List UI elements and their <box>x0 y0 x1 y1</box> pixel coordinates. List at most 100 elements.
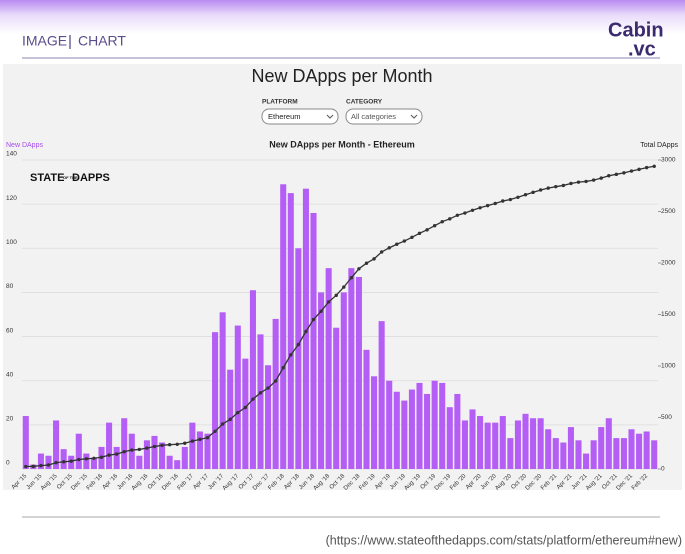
bar <box>598 427 605 469</box>
bar <box>189 422 196 469</box>
y-tick-label: 40 <box>6 371 14 378</box>
line-marker <box>372 257 376 261</box>
bar <box>408 389 415 469</box>
bar <box>181 446 188 469</box>
bar <box>378 321 385 469</box>
line-marker <box>46 463 51 467</box>
line-marker <box>652 164 656 168</box>
line-marker <box>99 455 104 459</box>
line-marker <box>523 193 528 197</box>
bar <box>386 380 393 469</box>
line-marker <box>130 448 134 452</box>
bar <box>363 349 370 469</box>
line-marker <box>296 342 301 347</box>
line-marker <box>160 443 164 448</box>
bar <box>280 184 287 469</box>
line-marker <box>273 379 278 383</box>
line-marker <box>508 197 513 202</box>
bar <box>651 440 658 469</box>
line-marker <box>319 309 323 314</box>
bar <box>545 429 552 469</box>
line-marker <box>175 442 179 446</box>
watermark-text: STATE <box>30 172 64 184</box>
logo-top: Cabin <box>608 19 664 41</box>
line-marker <box>304 329 308 334</box>
bar <box>431 380 438 469</box>
line-marker <box>122 449 126 454</box>
y-tick-label: 100 <box>6 239 17 246</box>
bar <box>416 382 423 469</box>
line-marker <box>501 199 505 203</box>
line-marker <box>152 444 157 449</box>
line-marker <box>137 447 142 452</box>
line-marker <box>364 261 369 265</box>
filter-select[interactable] <box>345 108 423 125</box>
bar <box>522 413 529 469</box>
bar <box>219 312 226 469</box>
y2-tick-label: 1000 <box>661 363 676 370</box>
line-marker <box>205 435 210 440</box>
bar <box>605 418 612 469</box>
bar <box>234 325 241 469</box>
y-tick-label: 0 <box>6 460 10 467</box>
line-marker <box>357 267 361 271</box>
bar <box>143 440 150 469</box>
line-marker <box>561 183 566 188</box>
filter-label: PLATFORM <box>262 99 298 106</box>
line-marker <box>584 179 588 184</box>
bar <box>613 438 620 469</box>
line-marker <box>183 441 187 445</box>
line-marker <box>516 195 520 199</box>
y-tick-label: 120 <box>6 195 17 202</box>
source-url: (https://www.stateofthedapps.com/stats/p… <box>326 533 682 547</box>
line-marker <box>289 353 293 357</box>
bar <box>628 429 635 469</box>
header-section: IMAGE <box>22 33 67 49</box>
watermark: STATE OF THE DAPPS <box>30 172 110 184</box>
y-tick-label: 80 <box>6 283 14 290</box>
line-marker <box>644 165 649 170</box>
line-marker <box>69 459 73 463</box>
line-marker <box>402 239 407 243</box>
bar <box>492 422 499 469</box>
bar <box>106 422 113 469</box>
bar <box>166 455 173 469</box>
line-marker <box>311 317 316 322</box>
filter-select[interactable] <box>261 108 339 125</box>
bar <box>401 400 408 469</box>
line-marker <box>448 217 452 221</box>
bar <box>583 453 590 469</box>
line-marker <box>39 463 43 468</box>
logo-bottom: .vc <box>628 38 656 60</box>
bar <box>499 416 506 469</box>
y2-tick-label: 500 <box>661 414 672 421</box>
y-axis-title: New DApps <box>6 142 43 149</box>
line-marker <box>236 410 240 415</box>
line-marker <box>349 276 354 280</box>
bar <box>333 327 340 469</box>
bar <box>340 292 347 469</box>
bar <box>113 446 120 469</box>
bar <box>552 438 559 469</box>
bar <box>484 422 491 469</box>
bar <box>393 391 400 469</box>
bar <box>295 248 302 469</box>
y-tick-label: 140 <box>6 151 17 158</box>
bar <box>461 420 468 469</box>
bar <box>454 393 461 469</box>
bar <box>272 318 279 469</box>
line-marker <box>622 171 626 175</box>
bar <box>371 376 378 469</box>
line-marker <box>637 167 641 172</box>
line-marker <box>107 453 111 457</box>
line-marker <box>198 437 202 442</box>
bar <box>257 334 264 469</box>
line-marker <box>342 285 346 289</box>
line-marker <box>410 235 414 240</box>
line-marker <box>334 293 338 298</box>
line-marker <box>114 452 119 456</box>
y2-tick-label: 2000 <box>661 260 676 267</box>
y2-axis-title: Total DApps <box>640 142 678 149</box>
bar <box>302 188 309 469</box>
